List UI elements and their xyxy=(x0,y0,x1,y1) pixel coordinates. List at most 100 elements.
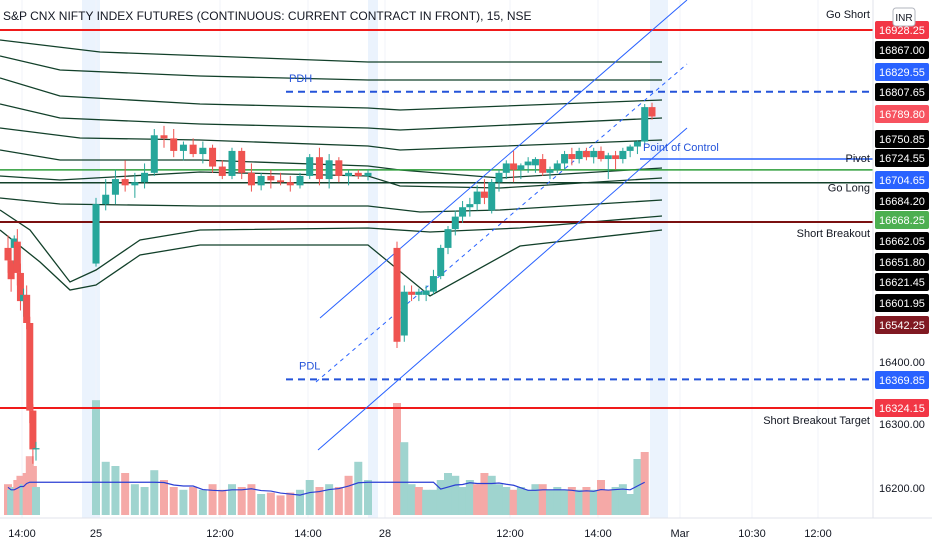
candle-body[interactable] xyxy=(247,172,255,186)
candle-body[interactable] xyxy=(604,155,612,160)
price-tag-text: 16621.45 xyxy=(879,277,925,289)
candle-body[interactable] xyxy=(459,207,467,217)
candle-body[interactable] xyxy=(209,147,217,167)
candle-body[interactable] xyxy=(354,172,362,176)
candle-body[interactable] xyxy=(141,172,149,183)
candle-body[interactable] xyxy=(238,150,246,173)
candle-body[interactable] xyxy=(524,161,532,166)
candle-body[interactable] xyxy=(335,160,343,176)
candle-body[interactable] xyxy=(451,216,459,230)
candle-body[interactable] xyxy=(502,163,510,173)
candle-body[interactable] xyxy=(546,169,554,173)
candle-body[interactable] xyxy=(633,141,641,147)
candle-body[interactable] xyxy=(590,150,598,158)
candle-body[interactable] xyxy=(4,247,12,261)
candle-body[interactable] xyxy=(597,150,605,160)
channel-lower-line[interactable] xyxy=(317,127,688,451)
currency-button[interactable] xyxy=(892,7,916,27)
candle-body[interactable] xyxy=(444,229,452,248)
time-axis[interactable] xyxy=(0,518,932,550)
candle-body[interactable] xyxy=(199,147,207,155)
candle-body[interactable] xyxy=(325,160,333,180)
candle-body[interactable] xyxy=(16,272,24,302)
candle-body[interactable] xyxy=(345,172,353,176)
candle-body[interactable] xyxy=(626,146,634,151)
price-tag-text: 16750.85 xyxy=(879,134,925,146)
volume-bar xyxy=(296,489,304,515)
candle-body[interactable] xyxy=(257,175,265,186)
candle-body[interactable] xyxy=(612,155,620,160)
candle-body[interactable] xyxy=(510,163,518,170)
volume-bar xyxy=(140,487,149,515)
candle-body[interactable] xyxy=(267,175,275,181)
candle-body[interactable] xyxy=(415,291,423,295)
price-tag xyxy=(875,192,929,210)
candle-body[interactable] xyxy=(466,204,474,208)
price-tag-text: 16662.05 xyxy=(879,236,925,248)
level-labels: Go Short PDH Point of Control Pivot Go Long S… xyxy=(289,9,870,427)
candle-body[interactable] xyxy=(228,150,236,176)
candle-body[interactable] xyxy=(400,291,408,336)
candle-body[interactable] xyxy=(102,194,110,205)
volume-bar xyxy=(436,480,445,515)
candle-body[interactable] xyxy=(315,157,323,180)
candle-body[interactable] xyxy=(429,276,437,292)
candle-body[interactable] xyxy=(364,172,372,176)
candle-body[interactable] xyxy=(277,180,285,183)
candle-body[interactable] xyxy=(32,448,40,450)
candle-body[interactable] xyxy=(408,291,416,295)
candle-body[interactable] xyxy=(393,247,401,342)
candle-body[interactable] xyxy=(568,154,576,160)
candle-body[interactable] xyxy=(437,247,445,277)
channel-upper-line[interactable] xyxy=(319,0,688,319)
candle-body[interactable] xyxy=(29,410,37,450)
trend-channel[interactable] xyxy=(315,0,688,451)
volume-bar xyxy=(546,489,554,515)
price-tag-text: 16300.00 xyxy=(879,419,925,431)
price-tag-text: 16724.55 xyxy=(879,153,925,165)
candle-body[interactable] xyxy=(582,150,590,158)
candle-body[interactable] xyxy=(13,241,21,273)
candle-body[interactable] xyxy=(286,182,294,186)
candle-body[interactable] xyxy=(150,135,158,173)
volume-bar xyxy=(618,484,627,515)
candle-body[interactable] xyxy=(495,172,503,183)
price-tag-text: 16668.25 xyxy=(879,215,925,227)
candle-body[interactable] xyxy=(531,159,539,166)
candle-body[interactable] xyxy=(473,191,481,205)
volume-bar xyxy=(130,484,139,515)
band-line xyxy=(0,55,662,81)
candle-body[interactable] xyxy=(131,182,139,186)
candle-body[interactable] xyxy=(218,166,226,176)
candle-body[interactable] xyxy=(619,150,627,160)
volume-bar xyxy=(400,442,409,515)
candle-body[interactable] xyxy=(23,294,31,323)
candle-body[interactable] xyxy=(26,322,34,411)
candle-body[interactable] xyxy=(575,150,583,160)
candle-body[interactable] xyxy=(189,144,197,155)
candle-body[interactable] xyxy=(7,260,15,280)
candle-body[interactable] xyxy=(92,204,100,264)
candle-body[interactable] xyxy=(648,107,656,117)
volume-bar xyxy=(393,403,401,515)
channel-mid-line[interactable] xyxy=(315,63,688,383)
candle-body[interactable] xyxy=(488,182,496,211)
candle-body[interactable] xyxy=(160,135,168,139)
candle-body[interactable] xyxy=(179,144,187,151)
candle-body[interactable] xyxy=(553,163,561,170)
candle-body[interactable] xyxy=(296,175,304,186)
candle-body[interactable] xyxy=(306,157,314,176)
candle-body[interactable] xyxy=(170,138,178,151)
candle-body[interactable] xyxy=(539,159,547,173)
candle-body[interactable] xyxy=(480,191,488,198)
volume-bar xyxy=(179,489,188,515)
candlesticks[interactable] xyxy=(4,102,656,464)
candle-body[interactable] xyxy=(517,165,525,170)
volume-bars xyxy=(4,400,649,515)
candle-body[interactable] xyxy=(561,154,569,164)
candle-body[interactable] xyxy=(641,107,649,142)
candle-body[interactable] xyxy=(422,290,430,295)
candle-body[interactable] xyxy=(111,179,119,195)
candle-body[interactable] xyxy=(121,179,129,186)
